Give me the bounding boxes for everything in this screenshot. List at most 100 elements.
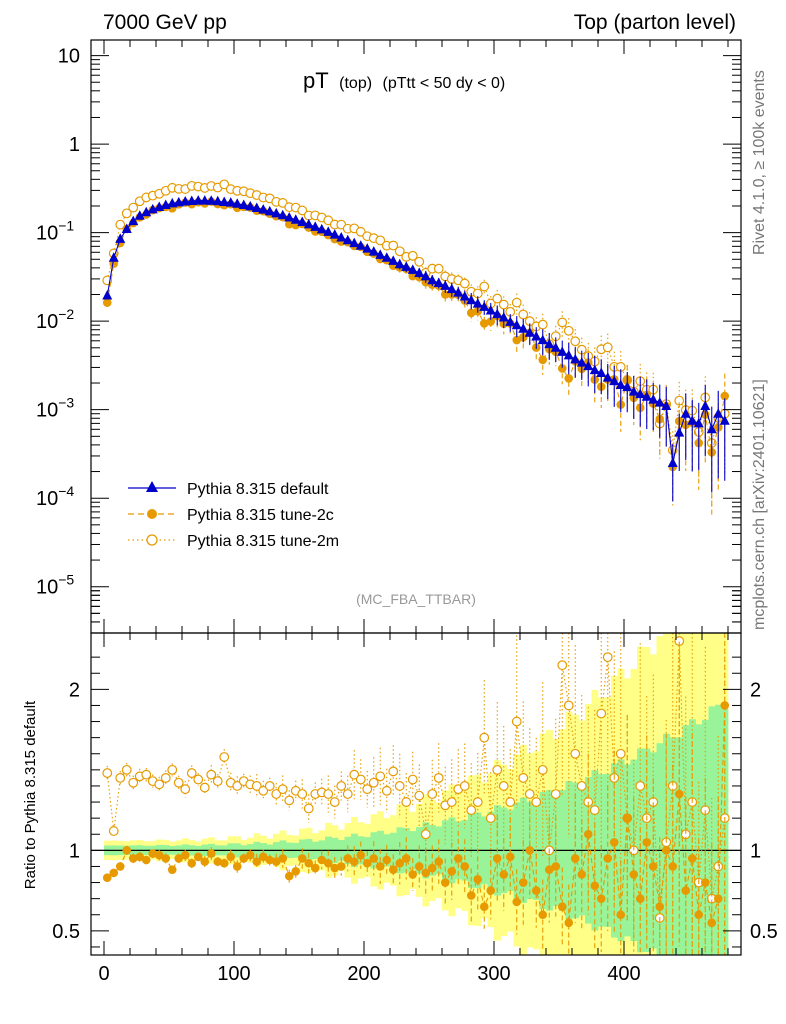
- default-point: [576, 357, 587, 367]
- rivet-label: Rivet 4.1.0, ≥ 100k events: [751, 70, 768, 255]
- default-point: [375, 249, 386, 259]
- default-point: [635, 388, 646, 399]
- default-point: [199, 195, 210, 205]
- tune-2c-point: [648, 862, 658, 871]
- tune-2m-point: [388, 240, 399, 251]
- tune-2m-point: [479, 281, 490, 292]
- default-point: [583, 360, 594, 371]
- x-tick-label: 100: [217, 963, 250, 985]
- tune-2m-point: [232, 781, 243, 791]
- tune-2c-point: [687, 854, 697, 863]
- default-point: [453, 287, 464, 297]
- default-point: [615, 379, 626, 389]
- tune-2c-point: [661, 846, 671, 855]
- default-point: [667, 457, 678, 467]
- tune-2m-point: [206, 769, 217, 780]
- tune-2c-point: [304, 858, 314, 868]
- default-point: [628, 386, 639, 396]
- default-point: [108, 252, 119, 262]
- default-point: [128, 215, 139, 226]
- tune-2m-point: [570, 336, 581, 347]
- tune-2m-point: [485, 813, 496, 824]
- tune-2c-point: [596, 894, 606, 903]
- tune-2m-point: [401, 797, 412, 807]
- default-point: [446, 283, 457, 294]
- tune-2m-point: [414, 790, 425, 801]
- ratio-tick-label-right: 2: [750, 679, 761, 701]
- y-tick-exponent: −3: [58, 395, 74, 411]
- default-point: [472, 298, 483, 308]
- tune-2c-point: [466, 308, 476, 318]
- legend-label-tune-2c: Pythia 8.315 tune-2c: [187, 507, 334, 524]
- default-point: [329, 229, 340, 239]
- tune-2m-point: [498, 781, 509, 791]
- default-point: [401, 261, 412, 271]
- tune-2c-point: [278, 854, 288, 863]
- default-point: [193, 195, 204, 205]
- y-tick-label: 10−2: [36, 306, 74, 333]
- tune-2m-point: [407, 774, 418, 785]
- tune-2c-point: [700, 878, 710, 887]
- tune-2m-point: [368, 777, 379, 788]
- tune-2m-point: [576, 781, 587, 791]
- tune-2c-point: [239, 854, 249, 863]
- tune-2m-point: [615, 748, 626, 759]
- tune-2m-point: [394, 781, 405, 791]
- title-sub1: (top): [339, 75, 372, 92]
- title-main: pT: [303, 68, 329, 93]
- tune-2c-point: [310, 863, 320, 873]
- tune-2c-point: [135, 852, 145, 862]
- ratio-tick-label-right: 0.5: [750, 921, 778, 943]
- tune-2c-point: [226, 852, 236, 862]
- tune-2m-point: [381, 785, 392, 796]
- tune-2c-point: [518, 878, 528, 887]
- tune-2m-point: [420, 829, 431, 840]
- tune-2c-point: [232, 862, 242, 871]
- tune-2m-point: [537, 764, 548, 775]
- tune-2m-point: [446, 797, 457, 807]
- legend-marker-open-circle: [146, 534, 158, 546]
- default-point: [550, 342, 561, 352]
- tune-2c-point: [629, 870, 639, 879]
- tune-2m-point: [550, 789, 561, 799]
- tune-2c-point: [557, 364, 567, 373]
- y-tick-label: 10−4: [36, 483, 74, 510]
- tune-2c-point: [453, 854, 463, 863]
- tune-2m-point: [355, 226, 366, 237]
- tune-2c-point: [375, 862, 385, 871]
- x-tick-label: 400: [607, 963, 640, 985]
- tune-2m-point: [635, 781, 646, 791]
- tune-2m-point: [518, 773, 529, 783]
- tune-2c-point: [505, 852, 515, 862]
- tune-2m-point: [498, 299, 509, 310]
- tune-2c-point: [141, 855, 151, 865]
- tune-2c-point: [109, 868, 119, 878]
- tune-2c-point: [245, 850, 255, 860]
- tune-2m-point: [212, 776, 223, 787]
- tune-2c-point: [219, 858, 229, 868]
- default-point: [316, 223, 327, 234]
- tune-2c-point: [460, 862, 470, 871]
- tune-2m-line: [106, 183, 726, 451]
- default-point: [420, 270, 431, 281]
- default-point: [407, 264, 418, 274]
- tune-2c-point: [414, 862, 424, 871]
- tune-2m-point: [193, 774, 204, 785]
- tune-2m-point: [388, 766, 399, 777]
- tune-2m-point: [375, 771, 386, 782]
- tune-2m-point: [108, 826, 119, 836]
- tune-2m-point: [121, 764, 132, 775]
- tune-2m-point: [297, 205, 308, 216]
- ratio-tick-label-left: 2: [69, 679, 80, 701]
- tune-2c-point: [492, 854, 502, 863]
- default-point: [713, 408, 724, 418]
- default-point: [693, 417, 704, 428]
- tune-2c-point: [590, 881, 600, 891]
- tune-2c-point: [512, 897, 522, 907]
- y-tick-exponent: −1: [58, 218, 74, 234]
- default-point: [225, 197, 236, 207]
- default-point: [310, 221, 321, 231]
- default-point: [232, 198, 243, 208]
- tune-2c-point: [512, 335, 522, 345]
